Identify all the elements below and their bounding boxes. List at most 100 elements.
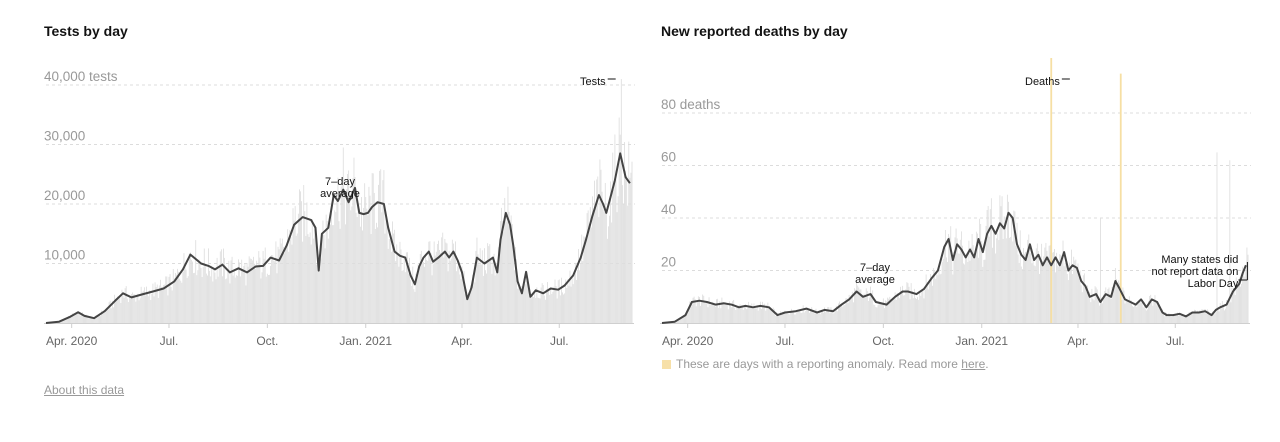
deaths-daily-bar xyxy=(724,301,726,323)
about-this-data-link[interactable]: About this data xyxy=(44,383,125,397)
deaths-daily-bar xyxy=(841,304,843,323)
tests-daily-bar xyxy=(491,273,493,323)
deaths-daily-bar xyxy=(1032,256,1034,323)
deaths-daily-bar xyxy=(684,316,685,323)
tests-daily-bar xyxy=(358,208,360,323)
deaths-daily-bar xyxy=(949,236,951,323)
deaths-daily-bar xyxy=(874,305,876,323)
tests-daily-bar xyxy=(524,284,526,323)
deaths-daily-bar xyxy=(1202,311,1204,323)
tests-daily-bar xyxy=(518,285,520,323)
deaths-daily-bar xyxy=(917,297,919,323)
deaths-daily-bar xyxy=(1034,266,1036,323)
deaths-daily-bar xyxy=(677,319,679,323)
deaths-daily-bar xyxy=(994,233,995,323)
deaths-daily-bar xyxy=(1016,222,1018,323)
deaths-daily-bar xyxy=(782,311,784,323)
deaths-daily-bar xyxy=(1150,294,1152,323)
deaths-daily-bar xyxy=(902,285,904,323)
deaths-daily-bar xyxy=(688,307,690,323)
deaths-daily-bar xyxy=(937,275,939,323)
deaths-daily-bar xyxy=(1054,248,1055,323)
tests-daily-bar xyxy=(310,244,312,323)
tests-daily-bar xyxy=(395,261,397,323)
tests-daily-bar xyxy=(500,221,501,323)
tests-daily-bar xyxy=(122,295,124,323)
tests-daily-bar xyxy=(102,313,104,323)
deaths-daily-bar xyxy=(980,223,982,323)
tests-daily-bar xyxy=(137,293,139,323)
deaths-daily-bar xyxy=(1234,294,1236,323)
deaths-daily-bar xyxy=(925,274,927,323)
deaths-annotation-line: Many states did xyxy=(1161,254,1238,266)
tests-daily-bar xyxy=(248,256,250,323)
tests-daily-bar xyxy=(133,294,135,323)
tests-daily-bar xyxy=(330,224,331,323)
tests-daily-bar xyxy=(179,278,181,323)
deaths-daily-bar xyxy=(721,297,723,323)
tests-xtick-label: Apr. xyxy=(451,334,472,348)
deaths-daily-bar xyxy=(1004,225,1006,323)
tests-daily-bar xyxy=(609,215,610,323)
tests-daily-bar xyxy=(204,265,206,323)
tests-daily-bar xyxy=(384,233,386,323)
deaths-daily-bar xyxy=(952,274,954,323)
tests-daily-bar xyxy=(460,279,462,323)
deaths-daily-bar xyxy=(834,309,836,323)
deaths-daily-bar xyxy=(697,296,699,323)
tests-daily-bar xyxy=(99,314,100,323)
deaths-daily-bar xyxy=(900,286,901,323)
tests-daily-bar xyxy=(383,170,385,323)
tests-daily-bar xyxy=(581,234,583,323)
tests-daily-bar xyxy=(551,293,553,323)
tests-daily-bar xyxy=(333,225,335,323)
deaths-daily-bar xyxy=(1208,310,1209,323)
deaths-daily-bar xyxy=(1178,315,1179,323)
tests-daily-bar xyxy=(418,265,420,323)
tests-daily-bar xyxy=(319,254,321,323)
tests-daily-bar xyxy=(543,295,545,323)
tests-daily-bar xyxy=(321,235,323,323)
deaths-daily-bar xyxy=(1174,314,1176,323)
deaths-daily-bar xyxy=(702,294,704,323)
tests-daily-bar xyxy=(594,180,596,323)
tests-daily-bar xyxy=(306,202,308,323)
deaths-daily-bar xyxy=(1197,310,1199,323)
tests-daily-bar xyxy=(347,174,348,323)
tests-daily-bar xyxy=(533,296,535,323)
tests-daily-bar xyxy=(374,228,376,323)
tests-daily-bar xyxy=(474,282,476,323)
deaths-daily-bar xyxy=(1010,236,1012,323)
deaths-daily-bar xyxy=(953,251,955,323)
deaths-daily-bar xyxy=(749,305,751,323)
tests-daily-bar xyxy=(146,286,147,323)
deaths-daily-bar xyxy=(1027,239,1029,323)
deaths-daily-bar xyxy=(844,305,846,323)
deaths-daily-bar xyxy=(771,309,773,323)
deaths-daily-bar xyxy=(1140,302,1142,323)
tests-daily-bar xyxy=(479,248,481,323)
tests-daily-bar xyxy=(461,266,463,323)
tests-daily-bar xyxy=(156,284,158,323)
anomaly-read-more-link[interactable]: here xyxy=(961,357,986,371)
tests-daily-bar xyxy=(618,117,620,324)
tests-daily-bar xyxy=(108,302,110,323)
deaths-daily-bar xyxy=(1237,282,1239,323)
tests-daily-bar xyxy=(432,264,434,323)
tests-daily-bar xyxy=(367,215,369,323)
tests-daily-bar xyxy=(575,280,577,323)
deaths-daily-bar xyxy=(855,289,856,323)
deaths-daily-bar xyxy=(717,298,719,323)
deaths-daily-bar xyxy=(1159,309,1161,323)
tests-daily-bar xyxy=(256,260,258,323)
tests-daily-bar xyxy=(227,271,229,323)
tests-daily-bar xyxy=(481,250,483,323)
deaths-daily-bar xyxy=(1233,289,1235,323)
tests-daily-bar xyxy=(498,255,500,323)
deaths-daily-bar xyxy=(1173,315,1175,323)
deaths-daily-bar xyxy=(971,233,973,323)
tests-daily-bar xyxy=(547,282,548,323)
deaths-daily-bar xyxy=(879,302,881,323)
deaths-daily-bar xyxy=(881,304,883,323)
deaths-daily-bar xyxy=(1061,260,1063,323)
